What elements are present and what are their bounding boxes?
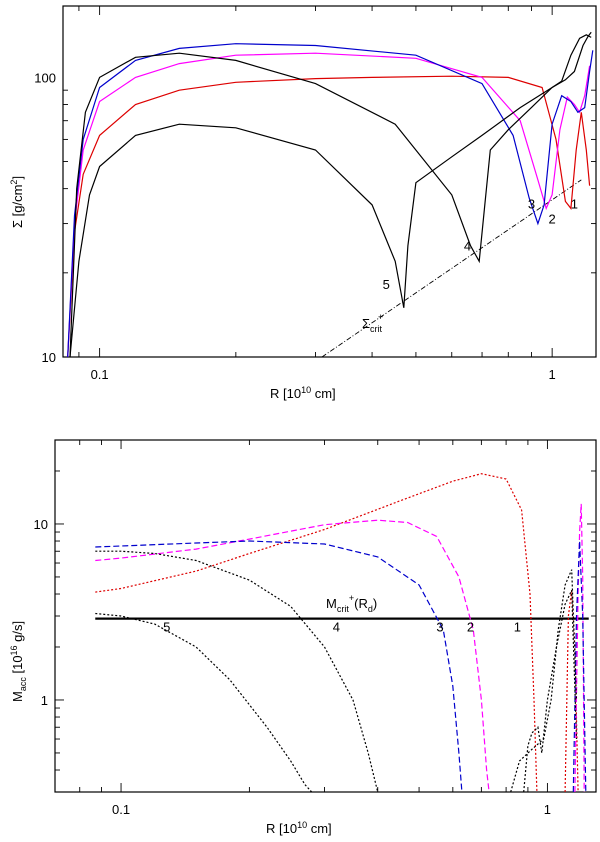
macc-series-3 (95, 540, 463, 793)
mcrit-symbol: M (326, 596, 337, 611)
macc-series-1 (95, 473, 538, 793)
macc-series-4 (95, 550, 379, 793)
sigma-x-tick-label: 1 (549, 367, 556, 382)
sigma-y-axis-label: Σ [g/cm2] (9, 176, 25, 228)
mcrit-arg-end: ) (373, 596, 377, 611)
macc-axis-ticks: 0.1 1 1 10 (34, 440, 596, 817)
macc-y-tick-label: 1 (41, 693, 48, 708)
sigma-curve-label-4: 4 (464, 239, 471, 254)
sigma-ylabel-main: Σ [g/cm (10, 185, 25, 228)
svg-text:R [1010 cm]: R [1010 cm] (270, 385, 336, 401)
sigma-curve-labels: 123 4 5 (383, 196, 578, 292)
macc-series-4b (510, 569, 578, 793)
macc-series-2 (95, 519, 490, 793)
mcrit-arg-sub: d (368, 604, 373, 614)
macc-curve-label-3: 3 (436, 619, 443, 634)
sigma-series-3 (67, 43, 594, 358)
macc-ylabel-exp: 16 (9, 645, 19, 655)
macc-ylabel-main: M (10, 691, 25, 702)
macc-series-2b (574, 503, 585, 793)
macc-curve-label-5: 5 (163, 619, 170, 634)
svg-text:Macc [1016 g/s]: Macc [1016 g/s] (9, 621, 28, 702)
svg-text:Mcrit+(Rd): Mcrit+(Rd) (326, 593, 377, 614)
sigma-xlabel-unit: cm] (311, 386, 336, 401)
macc-curve-labels: 5 4 3 2 1 (163, 619, 521, 634)
sigma-curve-label-1: 1 (571, 196, 578, 211)
sigma-crit-line (321, 179, 582, 358)
macc-x-axis-label: R [1010 cm] (266, 820, 332, 836)
sigma-series-4 (69, 31, 592, 358)
sigma-crit-sup: + (378, 312, 383, 322)
sigma-ylabel-end: ] (10, 176, 25, 180)
sigma-series-2 (67, 52, 591, 358)
sigma-xlabel-main: R [10 (270, 386, 301, 401)
mcrit-label: Mcrit+(Rd) (326, 593, 377, 614)
sigma-curve-label-5: 5 (383, 277, 390, 292)
sigma-x-axis-label: R [1010 cm] (270, 385, 336, 401)
macc-plot-frame (54, 439, 597, 793)
macc-y-tick-label: 10 (34, 517, 48, 532)
sigma-crit-sub: crit (370, 324, 382, 334)
mcrit-sub: crit (337, 604, 349, 614)
svg-text:Σ [g/cm2]: Σ [g/cm2] (9, 176, 25, 228)
svg-text:Σcrit+: Σcrit + (362, 312, 383, 334)
macc-xlabel-exp: 10 (297, 820, 307, 830)
macc-curve-label-2: 2 (467, 619, 474, 634)
sigma-plot-frame (62, 5, 597, 358)
macc-x-tick-label: 1 (544, 802, 551, 817)
macc-curve-label-1: 1 (514, 619, 521, 634)
macc-ylabel-mid: [10 (10, 655, 25, 677)
macc-series-5b (523, 590, 578, 793)
sigma-axis-ticks: 0.1 1 10 100 (34, 6, 596, 382)
sigma-ylabel-exp: 2 (9, 180, 19, 185)
sigma-curve-label-3: 3 (528, 196, 535, 211)
mcrit-sup: + (349, 593, 354, 603)
macc-series-5 (95, 612, 313, 793)
macc-y-axis-label: Macc [1016 g/s] (9, 621, 28, 702)
sigma-curve-label-2: 2 (549, 212, 556, 227)
mcrit-arg: (R (354, 596, 368, 611)
macc-series-3b (572, 540, 587, 793)
sigma-series-5 (69, 34, 592, 358)
sigma-xlabel-exp: 10 (301, 385, 311, 395)
sigma-crit-label: Σcrit + (362, 312, 383, 334)
sigma-series-1 (67, 75, 591, 358)
macc-curve-label-4: 4 (333, 619, 340, 634)
macc-xlabel-unit: cm] (307, 821, 332, 836)
macc-series (95, 473, 589, 793)
sigma-series (67, 31, 594, 358)
macc-x-tick-label: 0.1 (112, 802, 130, 817)
macc-ylabel-end: g/s] (10, 621, 25, 646)
sigma-y-tick-label: 10 (42, 350, 56, 365)
macc-xlabel-main: R [10 (266, 821, 297, 836)
sigma-x-tick-label: 0.1 (91, 367, 109, 382)
svg-text:R [1010 cm]: R [1010 cm] (266, 820, 332, 836)
sigma-crit-symbol: Σ (362, 316, 370, 331)
macc-ylabel-sub: acc (18, 677, 28, 692)
sigma-y-tick-label: 100 (34, 70, 56, 85)
